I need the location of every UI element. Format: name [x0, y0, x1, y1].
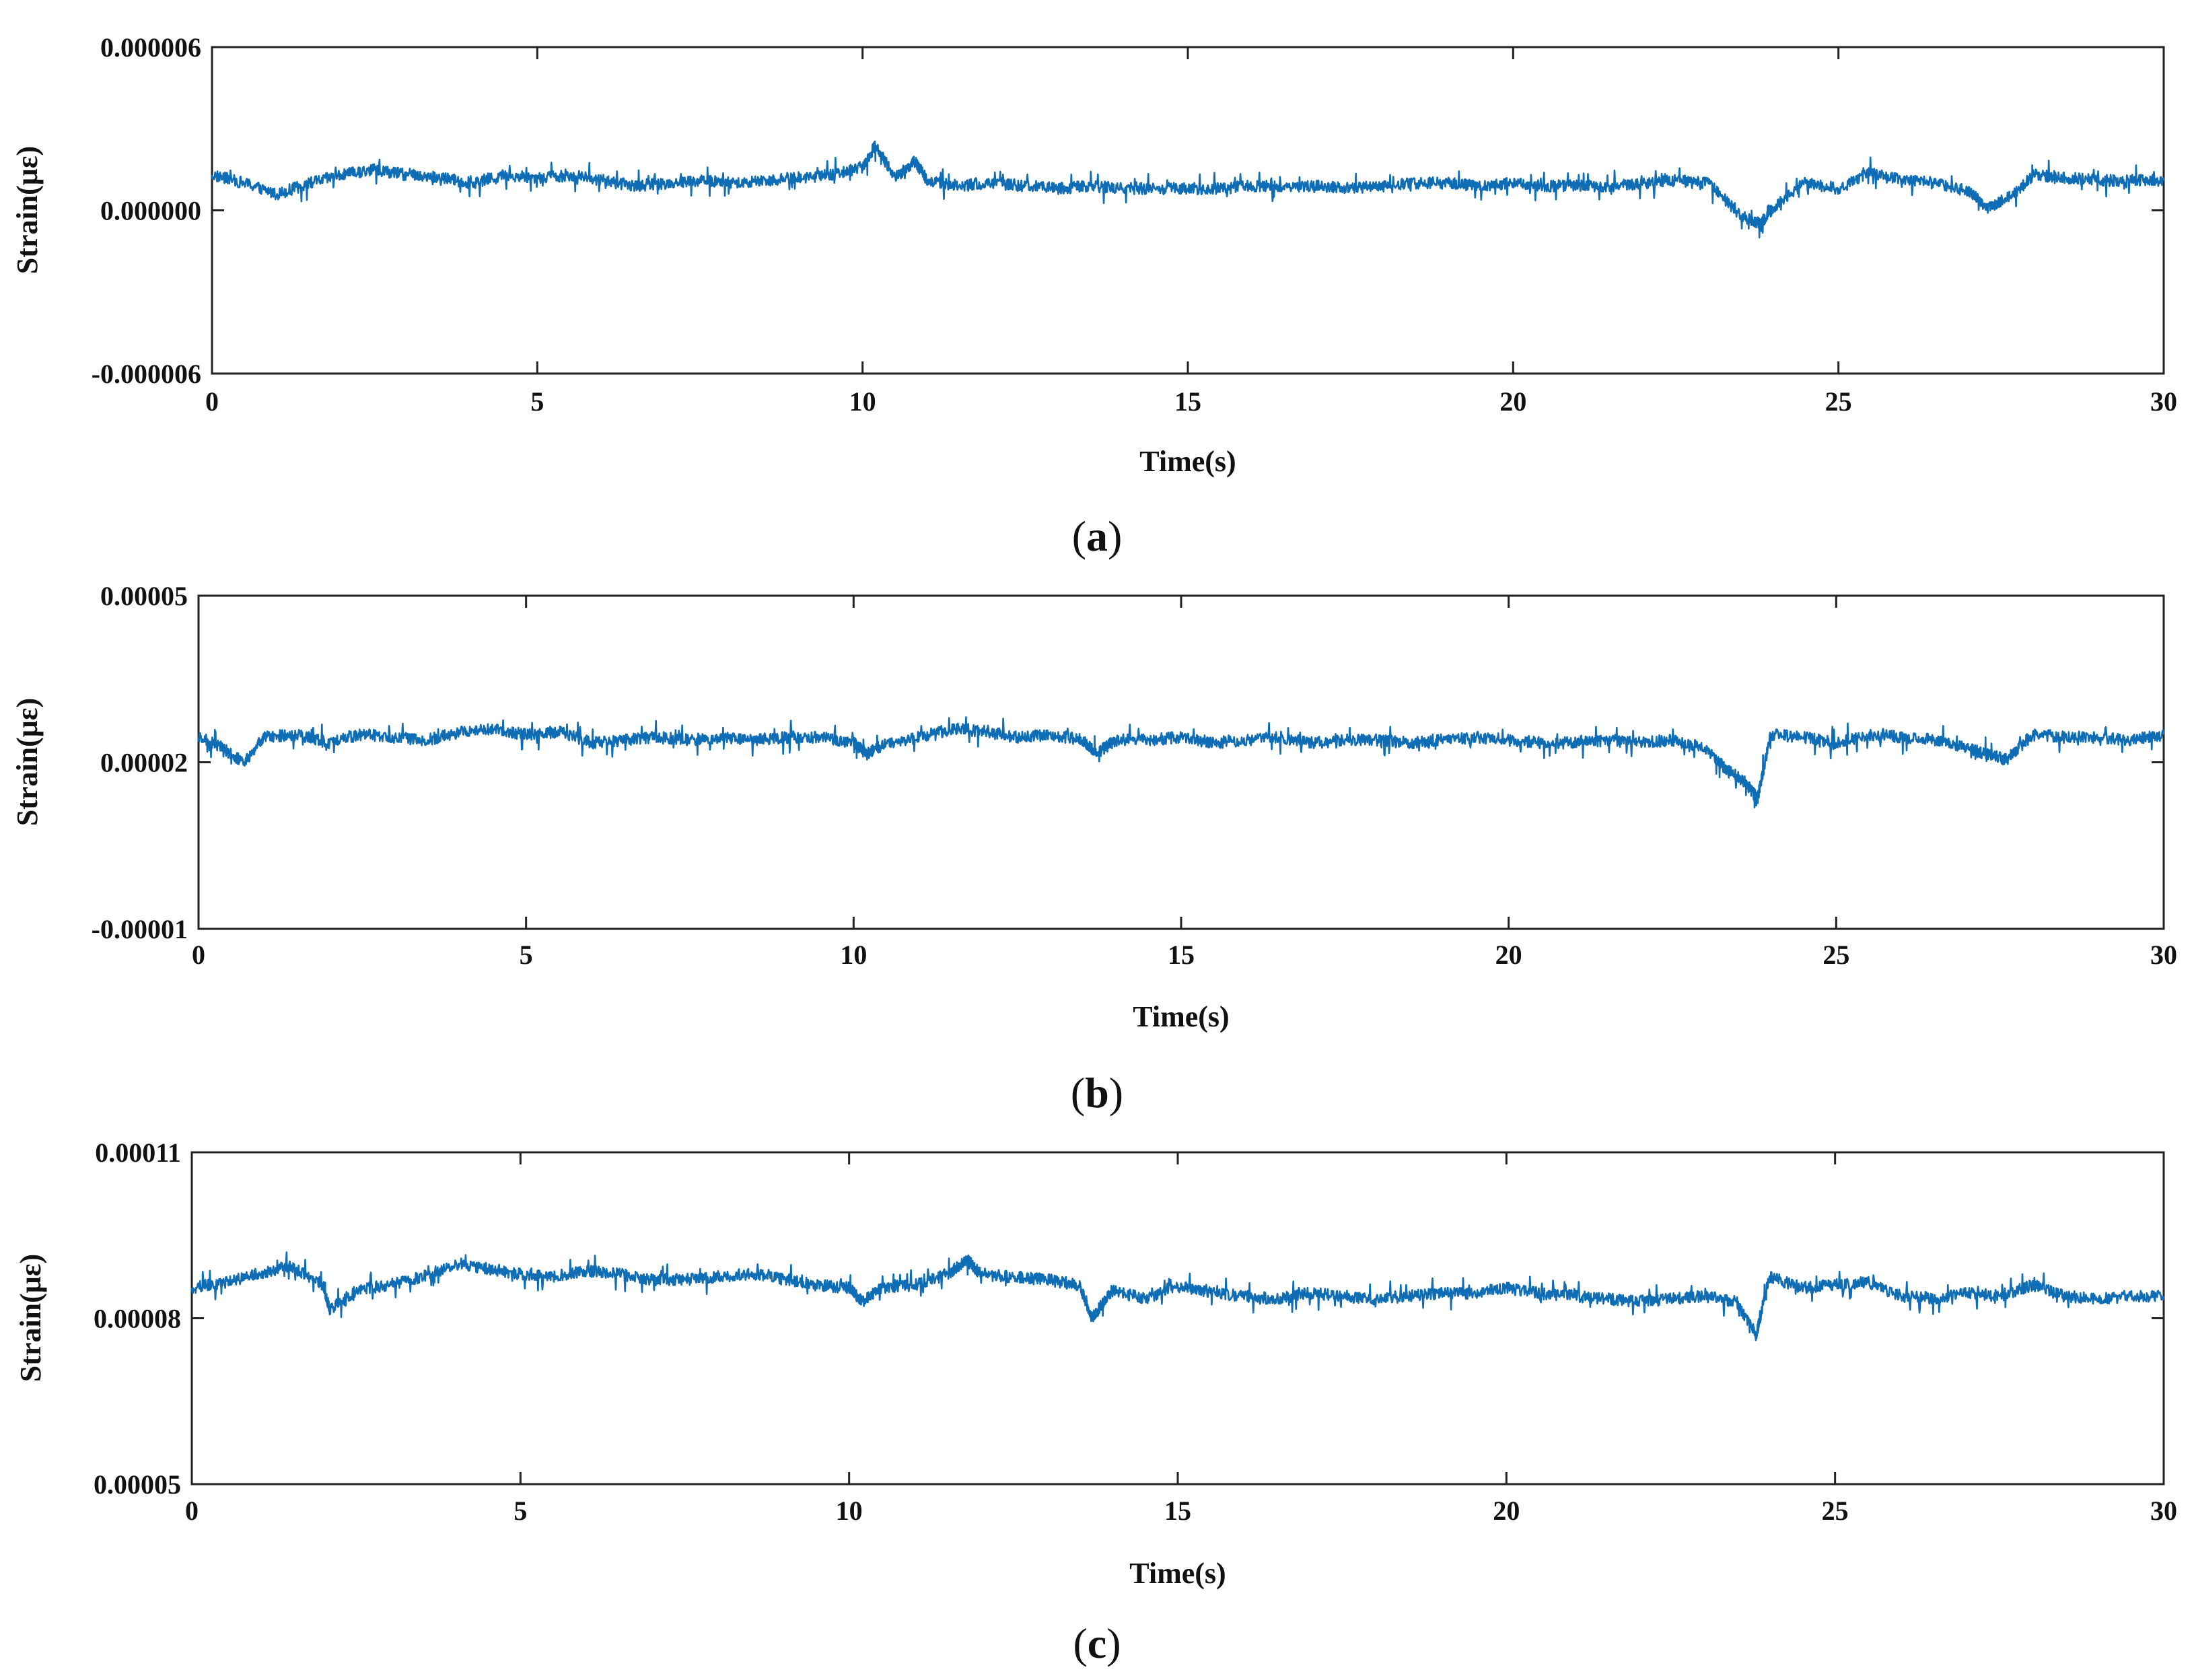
- x-axis-title-a: Time(s): [1139, 445, 1236, 478]
- x-tick-label: 10: [849, 386, 876, 417]
- y-tick-label: 0.00008: [94, 1304, 181, 1334]
- y-axis-title-a: Strain(με): [11, 146, 44, 274]
- strain-series-a: [211, 140, 2165, 239]
- y-tick-label: -0.00001: [92, 914, 188, 944]
- panel-b: 0 5 10 15 20 25 30 -0.00001 0.00002 0.00005 Time…: [11, 581, 2177, 1117]
- panel-a: 0 5 10 15 20 25 30 -0.000006 0.000000 0.000006 T…: [11, 32, 2177, 560]
- x-tick-label: 5: [514, 1496, 527, 1526]
- x-tick-label: 10: [840, 940, 867, 970]
- x-tick-label: 0: [205, 386, 219, 417]
- y-axis-ticks-c: 0.00005 0.00008 0.00011: [94, 1138, 2164, 1500]
- y-tick-label: 0.000000: [100, 196, 201, 226]
- x-tick-label: 25: [1822, 1496, 1849, 1526]
- x-tick-label: 0: [192, 940, 205, 970]
- y-axis-ticks-a: -0.000006 0.000000 0.000006: [92, 32, 2164, 389]
- x-tick-label: 0: [185, 1496, 199, 1526]
- caption-a: (a): [1072, 512, 1123, 560]
- x-tick-label: 20: [1493, 1496, 1520, 1526]
- x-axis-ticks-b: 0 5 10 15 20 25 30: [192, 596, 2177, 970]
- strain-series-c: [190, 1251, 2165, 1341]
- x-tick-label: 30: [2150, 386, 2177, 417]
- caption-letter-a: a: [1086, 512, 1108, 560]
- y-tick-label: 0.00005: [94, 1469, 181, 1500]
- x-axis-title-b: Time(s): [1133, 1000, 1229, 1033]
- y-tick-label: 0.00011: [95, 1138, 181, 1168]
- x-tick-label: 30: [2150, 1496, 2177, 1526]
- y-tick-label: 0.00005: [100, 581, 188, 611]
- x-tick-label: 5: [520, 940, 533, 970]
- x-tick-label: 20: [1499, 386, 1526, 417]
- x-axis-title-c: Time(s): [1129, 1557, 1226, 1590]
- caption-c: (c): [1073, 1619, 1121, 1667]
- panel-c: 0 5 10 15 20 25 30 0.00005 0.00008 0.00011 Time(…: [14, 1138, 2177, 1667]
- x-tick-label: 30: [2150, 940, 2177, 970]
- x-tick-label: 25: [1823, 940, 1849, 970]
- y-tick-label: 0.000006: [100, 32, 201, 63]
- caption-letter-b: b: [1085, 1069, 1109, 1117]
- y-axis-ticks-b: -0.00001 0.00002 0.00005: [92, 581, 2164, 944]
- x-tick-label: 15: [1164, 1496, 1191, 1526]
- y-tick-label: -0.000006: [92, 359, 201, 389]
- x-tick-label: 20: [1495, 940, 1522, 970]
- plot-frame-a: [211, 46, 2165, 375]
- x-tick-label: 15: [1168, 940, 1195, 970]
- x-tick-label: 5: [530, 386, 544, 417]
- y-axis-title-c: Strain(με): [14, 1254, 47, 1382]
- y-tick-label: 0.00002: [100, 748, 188, 778]
- x-axis-ticks-c: 0 5 10 15 20 25 30: [185, 1152, 2177, 1526]
- caption-letter-c: c: [1088, 1619, 1106, 1667]
- plot-frame-c: [190, 1151, 2165, 1485]
- strain-series-b: [197, 716, 2165, 808]
- x-axis-ticks-a: 0 5 10 15 20 25 30: [205, 47, 2177, 417]
- x-tick-label: 15: [1174, 386, 1201, 417]
- x-tick-label: 25: [1825, 386, 1852, 417]
- plot-frame-b: [197, 594, 2165, 930]
- caption-b: (b): [1071, 1069, 1123, 1117]
- y-axis-title-b: Strain(με): [11, 698, 44, 826]
- x-tick-label: 10: [836, 1496, 863, 1526]
